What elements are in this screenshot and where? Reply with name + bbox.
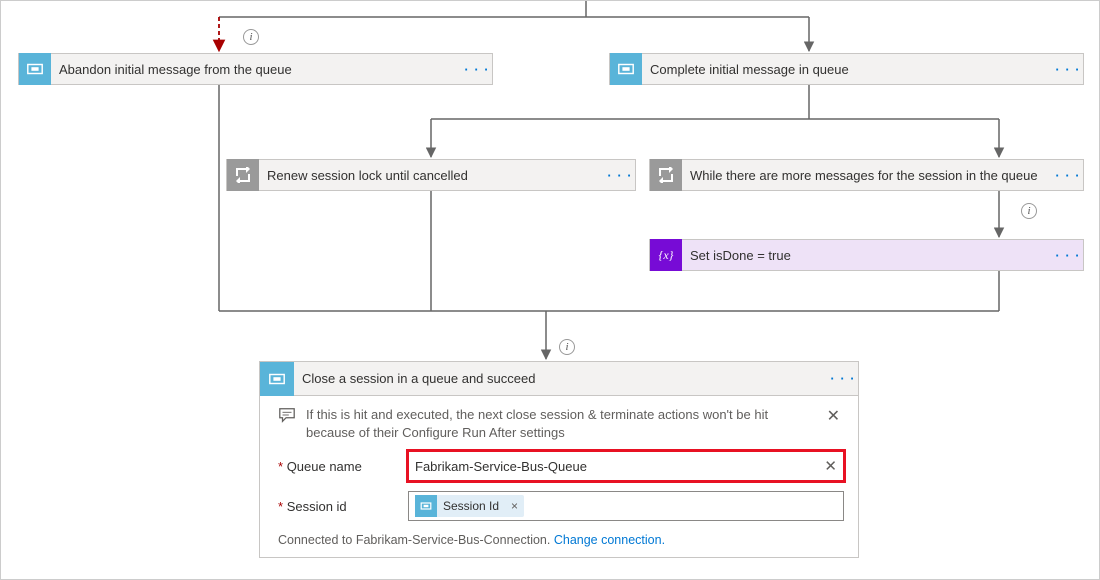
info-icon[interactable]: i (243, 29, 259, 45)
action-label: While there are more messages for the se… (682, 168, 1053, 183)
servicebus-icon (260, 362, 294, 396)
loop-icon (650, 159, 682, 191)
queue-name-input[interactable]: Fabrikam-Service-Bus-Queue ✕ (408, 451, 844, 481)
info-icon[interactable]: i (1021, 203, 1037, 219)
panel-note-row: If this is hit and executed, the next cl… (278, 406, 844, 441)
panel-note-text: If this is hit and executed, the next cl… (306, 406, 813, 441)
designer-canvas: i i i Abandon initial message from the q… (0, 0, 1100, 580)
card-menu-button[interactable]: · · · (1053, 168, 1083, 183)
field-label: * Queue name (278, 459, 408, 474)
queue-name-value: Fabrikam-Service-Bus-Queue (415, 459, 587, 474)
action-abandon-message[interactable]: Abandon initial message from the queue ·… (18, 53, 493, 85)
field-queue-name: * Queue name Fabrikam-Service-Bus-Queue … (278, 451, 844, 481)
session-id-input[interactable]: Session Id × (408, 491, 844, 521)
action-label: Renew session lock until cancelled (259, 168, 605, 183)
servicebus-icon (19, 53, 51, 85)
action-complete-message[interactable]: Complete initial message in queue · · · (609, 53, 1084, 85)
token-remove-button[interactable]: × (505, 499, 524, 513)
field-label: * Session id (278, 499, 408, 514)
card-menu-button[interactable]: · · · (1053, 62, 1083, 77)
servicebus-icon (415, 495, 437, 517)
panel-titlebar[interactable]: Close a session in a queue and succeed ·… (260, 362, 858, 396)
card-menu-button[interactable]: · · · (605, 168, 635, 183)
token-label: Session Id (437, 499, 505, 513)
clear-input-button[interactable]: ✕ (824, 457, 837, 475)
card-menu-button[interactable]: · · · (828, 371, 858, 386)
connection-line: Connected to Fabrikam-Service-Bus-Connec… (278, 533, 844, 547)
dismiss-note-button[interactable]: ✕ (823, 406, 844, 426)
action-label: Abandon initial message from the queue (51, 62, 462, 77)
comment-icon (278, 406, 296, 424)
card-menu-button[interactable]: · · · (1053, 248, 1083, 263)
variable-icon: {x} (650, 239, 682, 271)
card-menu-button[interactable]: · · · (462, 62, 492, 77)
action-while-loop[interactable]: While there are more messages for the se… (649, 159, 1084, 191)
field-session-id: * Session id Session Id × (278, 491, 844, 521)
action-label: Set isDone = true (682, 248, 1053, 263)
action-set-variable[interactable]: {x} Set isDone = true · · · (649, 239, 1084, 271)
loop-icon (227, 159, 259, 191)
servicebus-icon (610, 53, 642, 85)
action-renew-lock[interactable]: Renew session lock until cancelled · · · (226, 159, 636, 191)
panel-title: Close a session in a queue and succeed (294, 371, 828, 386)
action-label: Complete initial message in queue (642, 62, 1053, 77)
session-id-token[interactable]: Session Id × (415, 495, 524, 517)
change-connection-link[interactable]: Change connection. (554, 533, 665, 547)
action-close-session-panel: Close a session in a queue and succeed ·… (259, 361, 859, 558)
info-icon[interactable]: i (559, 339, 575, 355)
